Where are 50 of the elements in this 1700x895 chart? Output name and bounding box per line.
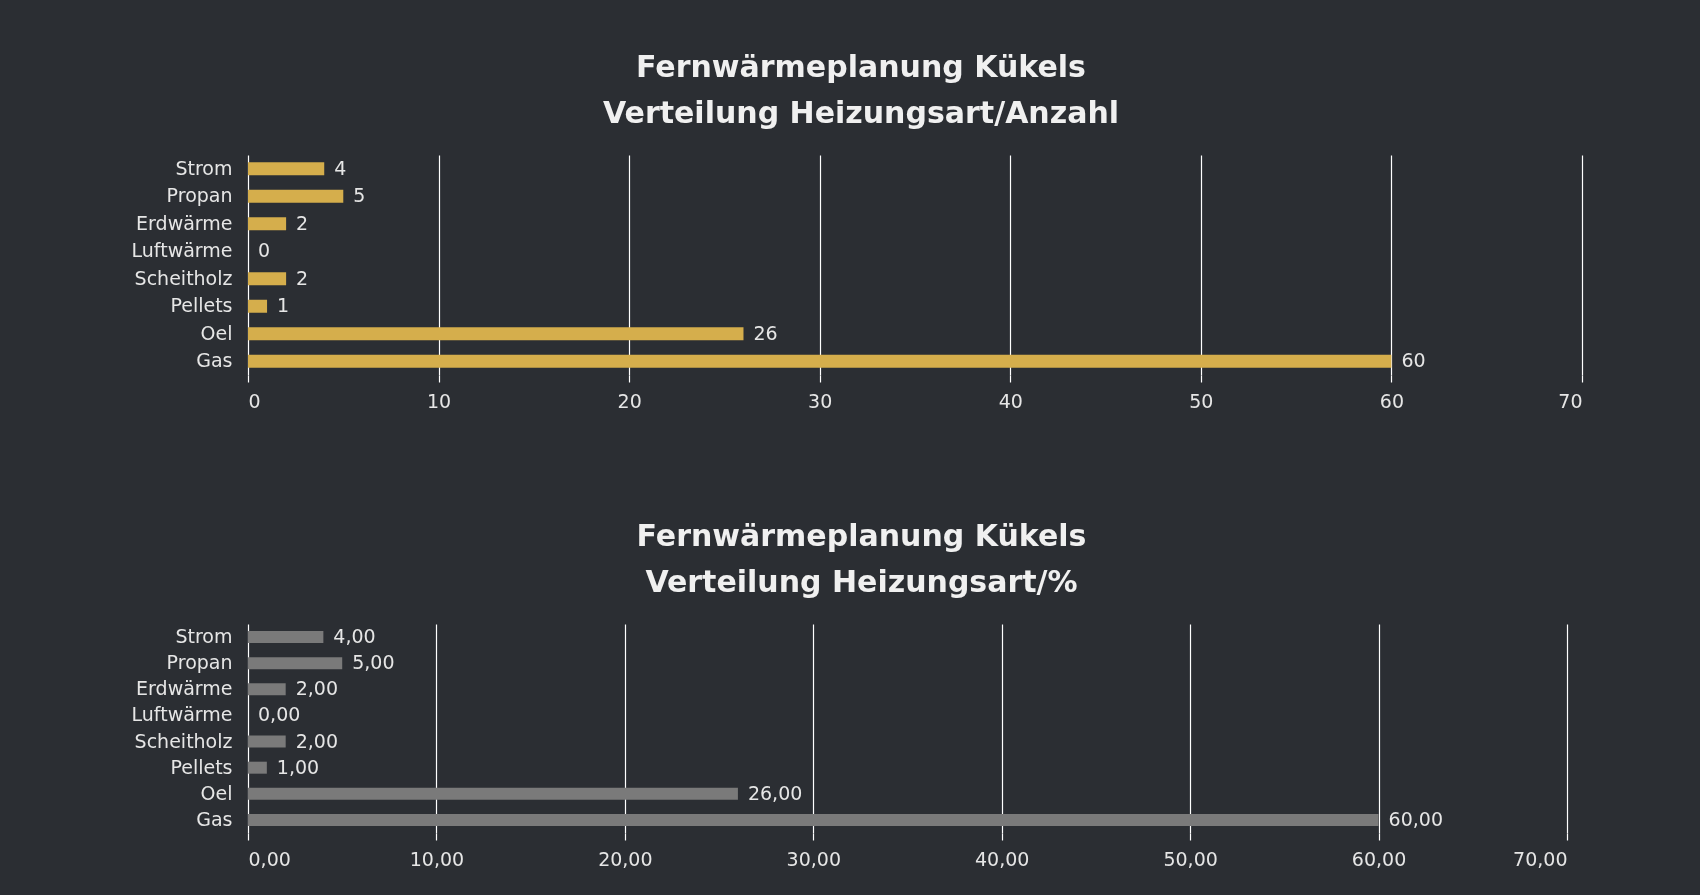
y-tick-label: Oel bbox=[200, 321, 233, 344]
x-tick-label: 40,00 bbox=[975, 847, 1030, 870]
y-tick-label: Luftwärme bbox=[131, 239, 233, 262]
y-tick-label: Propan bbox=[166, 184, 233, 207]
y-tick-label: Oel bbox=[200, 781, 233, 804]
data-label: 60,00 bbox=[1388, 807, 1443, 830]
y-tick-label: Gas bbox=[196, 807, 233, 830]
x-tick-label: 20,00 bbox=[598, 847, 653, 870]
x-tick-label: 20 bbox=[617, 389, 642, 412]
data-label: 60 bbox=[1401, 349, 1426, 372]
data-label: 2,00 bbox=[295, 677, 338, 700]
y-tick-label: Strom bbox=[175, 625, 233, 648]
x-tick-label: 10,00 bbox=[409, 847, 465, 870]
x-tick-label: 40 bbox=[998, 389, 1023, 412]
data-label: 2,00 bbox=[295, 729, 338, 752]
y-tick-label: Pellets bbox=[170, 294, 233, 317]
data-label: 26 bbox=[753, 321, 778, 344]
y-tick-label: Scheitholz bbox=[134, 729, 233, 752]
x-tick-label: 30 bbox=[808, 389, 833, 412]
x-tick-label: 10 bbox=[426, 389, 452, 412]
y-tick-label: Propan bbox=[166, 651, 233, 674]
data-label: 4,00 bbox=[333, 625, 376, 648]
x-tick-label: 70 bbox=[1558, 389, 1583, 412]
x-tick-label: 50 bbox=[1189, 389, 1214, 412]
chart-title: Fernwärmeplanung Kükels Verteilung Heizungsart/% bbox=[636, 518, 1087, 599]
x-tick-label: 50,00 bbox=[1163, 847, 1218, 870]
data-label: 1,00 bbox=[276, 755, 320, 778]
x-tick-label: 0 bbox=[248, 389, 261, 412]
y-tick-label: Luftwärme bbox=[131, 703, 233, 726]
data-label: 0 bbox=[258, 239, 271, 262]
y-tick-label: Scheitholz bbox=[134, 266, 233, 289]
data-label: 2 bbox=[296, 211, 309, 234]
x-tick-label: 60,00 bbox=[1351, 847, 1407, 870]
y-tick-label: Erdwärme bbox=[136, 211, 233, 234]
y-tick-label: Strom bbox=[175, 156, 233, 179]
x-tick-label: 30,00 bbox=[786, 847, 841, 870]
x-tick-label: 70,00 bbox=[1513, 847, 1568, 870]
data-label: 0,00 bbox=[258, 703, 301, 726]
data-label: 4 bbox=[334, 156, 347, 179]
y-tick-label: Pellets bbox=[170, 755, 233, 778]
x-tick-label: 0,00 bbox=[248, 847, 291, 870]
y-tick-label: Erdwärme bbox=[136, 677, 233, 700]
data-label: 2 bbox=[296, 266, 309, 289]
y-tick-label: Gas bbox=[196, 349, 233, 372]
data-label: 5,00 bbox=[352, 651, 395, 674]
chart-title: Fernwärmeplanung Kükels Verteilung Heizungsart/Anzahl bbox=[602, 49, 1120, 130]
data-label: 5 bbox=[353, 184, 366, 207]
data-label: 26,00 bbox=[747, 781, 803, 804]
data-label: 1 bbox=[277, 294, 290, 317]
x-tick-label: 60 bbox=[1379, 389, 1405, 412]
